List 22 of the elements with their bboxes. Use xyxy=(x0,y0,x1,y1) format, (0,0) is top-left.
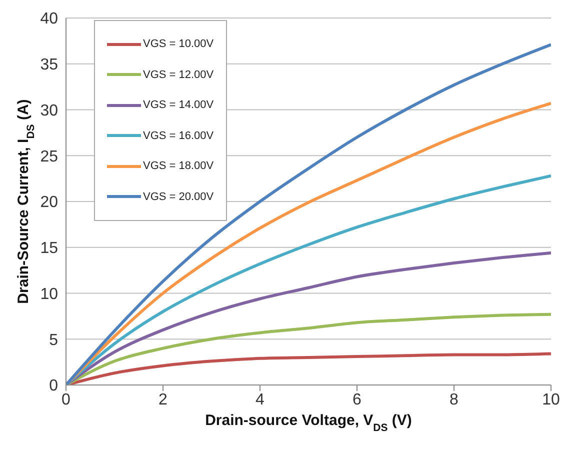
legend-label: VGS = 10.00V xyxy=(143,38,214,50)
x-tick-label: 2 xyxy=(158,391,168,408)
x-tick-label: 4 xyxy=(256,391,265,408)
y-tick-label: 5 xyxy=(49,332,58,349)
y-tick-label: 20 xyxy=(40,194,58,212)
x-tick-label: 6 xyxy=(352,391,362,408)
y-tick-label: 10 xyxy=(40,286,58,303)
x-tick-label: 0 xyxy=(62,391,71,408)
legend-label: VGS = 14.00V xyxy=(143,99,214,112)
x-axis-title: Drain-source Voltage, V$_{DS}$ (V) xyxy=(205,412,412,434)
legend-label: VGS = 20.00V xyxy=(143,190,214,203)
y-tick-label: 25 xyxy=(40,148,58,166)
x-tick-label: 8 xyxy=(450,391,459,408)
x-tick-label: 10 xyxy=(542,391,560,408)
legend-label: VGS = 16.00V xyxy=(143,130,214,142)
y-tick-label: 40 xyxy=(40,10,58,28)
y-tick-label: 35 xyxy=(40,56,58,74)
legend-label: VGS = 12.00V xyxy=(143,68,214,81)
y-tick-label: 15 xyxy=(40,240,58,258)
y-tick-label: 0 xyxy=(49,378,58,395)
legend-label: VGS = 18.00V xyxy=(143,160,214,172)
y-tick-label: 30 xyxy=(40,102,58,120)
